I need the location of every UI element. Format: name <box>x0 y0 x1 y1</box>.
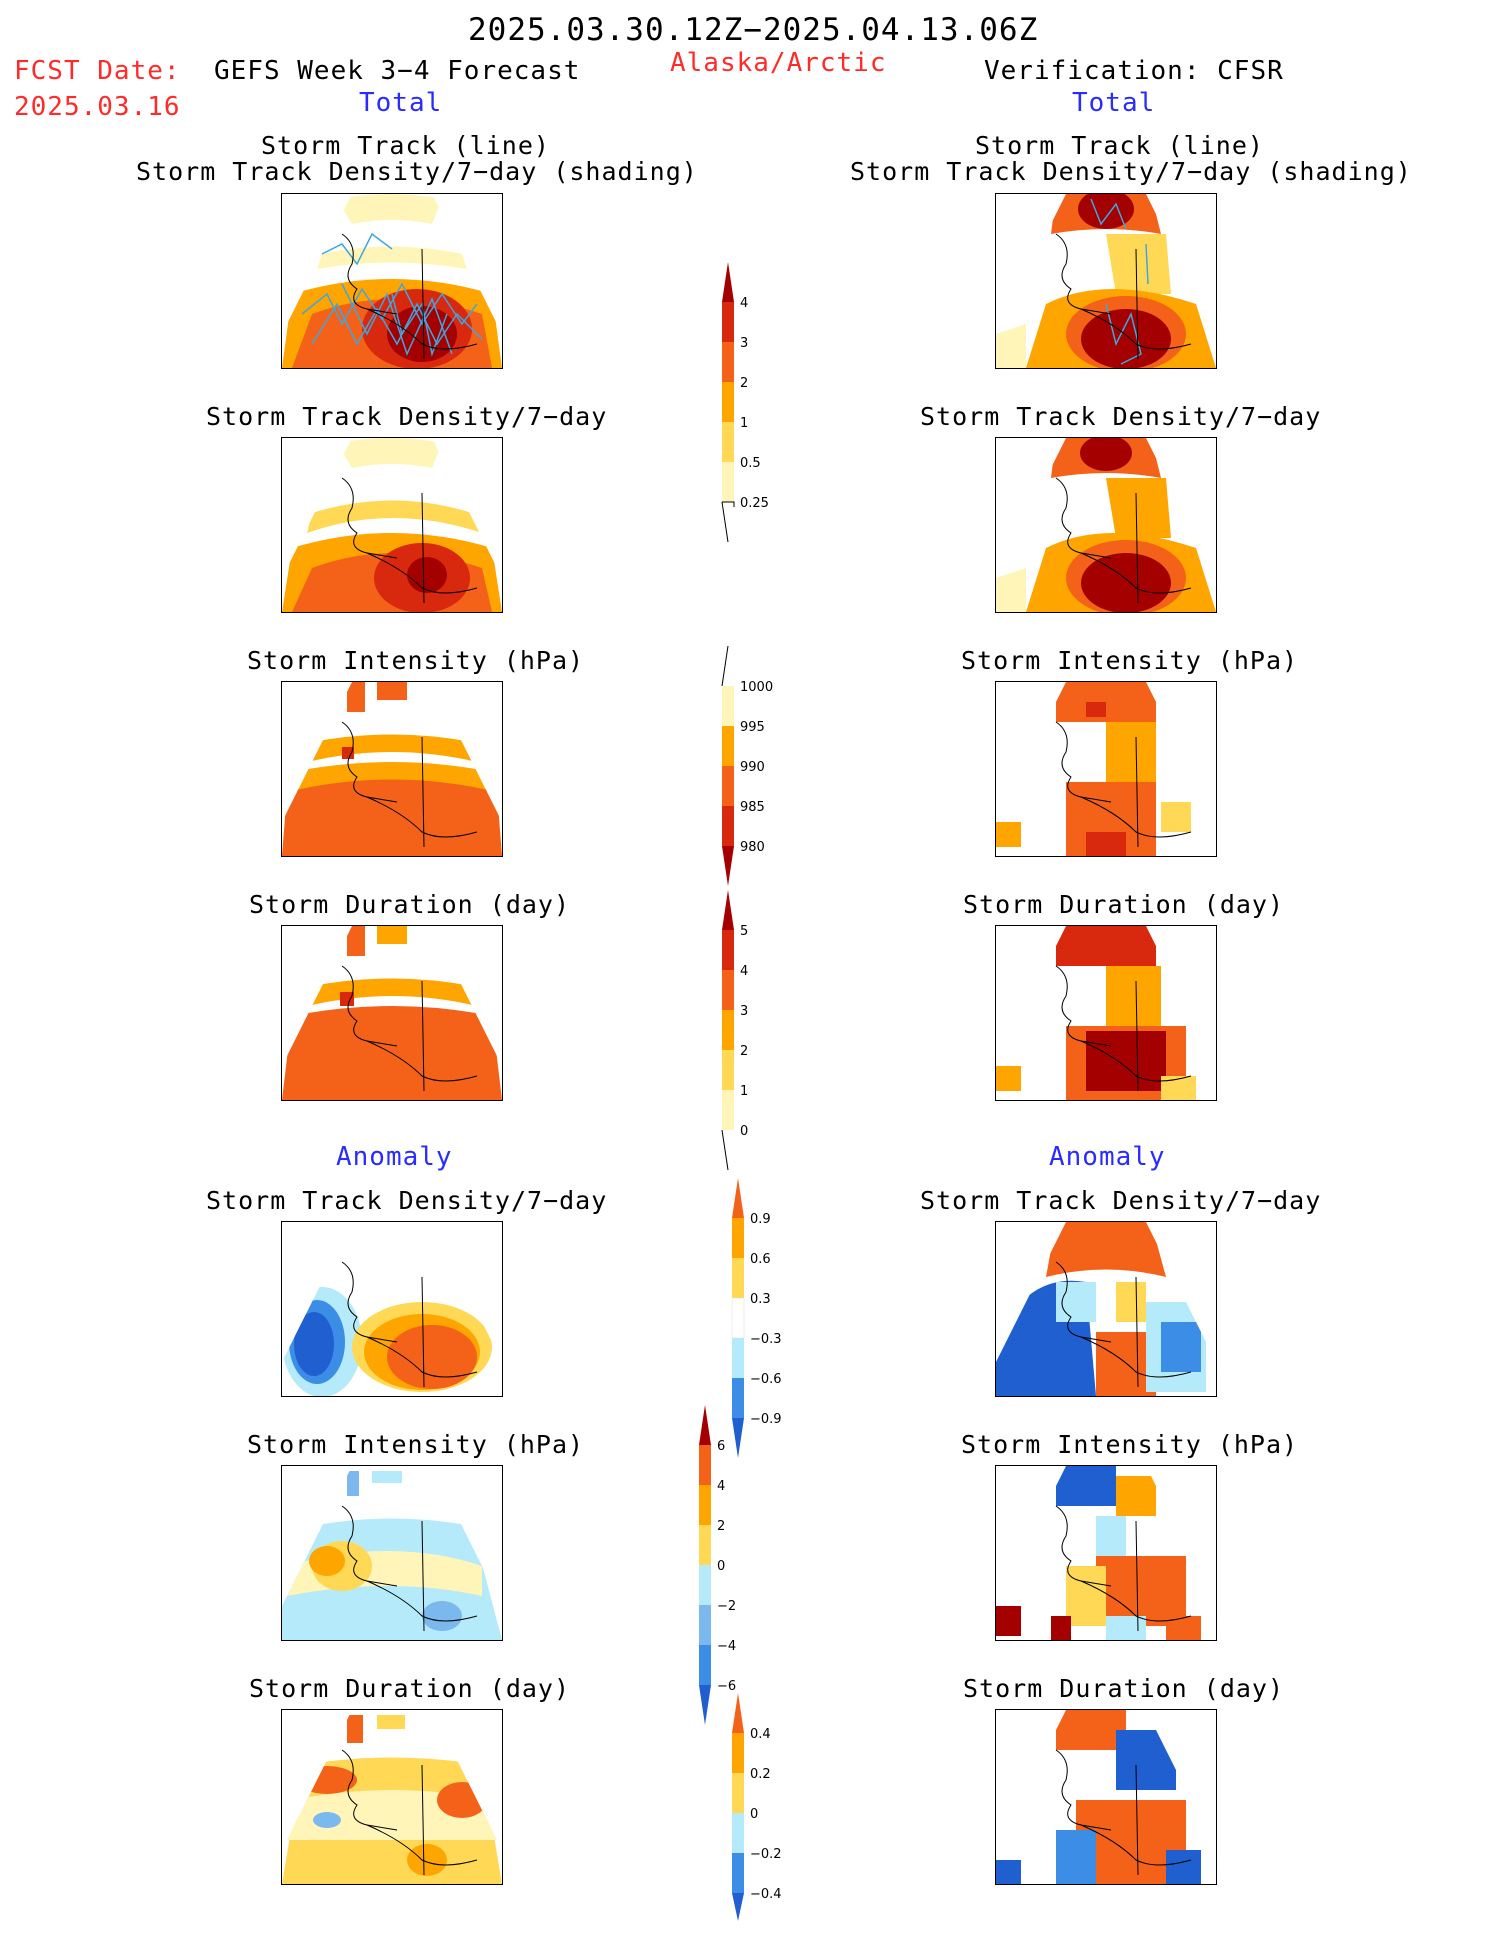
left-anom-duration-title: Storm Duration (day) <box>249 1674 571 1703</box>
right-intensity-map <box>995 681 1217 857</box>
left-anom-density-map <box>281 1221 503 1397</box>
duration-total-tick-4: 2 <box>740 1044 748 1059</box>
right-anom-intensity-map <box>995 1465 1217 1641</box>
left-duration-map <box>281 925 503 1101</box>
intensity-total-tick-4: 985 <box>740 800 765 815</box>
duration-total-tick-3: 3 <box>740 1004 748 1019</box>
intensity-total-colorbar: 1000 995 990 985 980 <box>721 646 773 886</box>
density-anom-tick-1: 0.9 <box>750 1212 771 1227</box>
left-anom-intensity-title: Storm Intensity (hPa) <box>247 1430 585 1459</box>
right-track-line-title: Storm Track (line) <box>975 131 1264 160</box>
density-total-tick-6: 0.25 <box>740 496 769 511</box>
intensity-anom-tick-2: 4 <box>717 1479 725 1494</box>
right-anom-duration-title: Storm Duration (day) <box>963 1674 1285 1703</box>
duration-anom-tick-3: 0 <box>750 1807 758 1822</box>
left-intensity-map <box>281 681 503 857</box>
intensity-anom-tick-5: −2 <box>717 1599 736 1614</box>
right-density-map <box>995 437 1217 613</box>
left-track-line-title: Storm Track (line) <box>261 131 550 160</box>
verification-title: Verification: CFSR <box>984 56 1284 86</box>
intensity-anom-tick-7: −6 <box>717 1679 736 1694</box>
right-density-title: Storm Track Density/7−day <box>920 402 1322 431</box>
intensity-anom-tick-3: 2 <box>717 1519 725 1534</box>
fcst-date-value: 2025.03.16 <box>14 92 181 122</box>
left-density-map <box>281 437 503 613</box>
intensity-total-tick-3: 990 <box>740 760 765 775</box>
intensity-total-tick-1: 1000 <box>740 680 773 695</box>
left-anomaly-label: Anomaly <box>336 1142 453 1172</box>
intensity-anom-tick-4: 0 <box>717 1559 725 1574</box>
region-title: Alaska/Arctic <box>670 48 887 78</box>
right-anomaly-label: Anomaly <box>1049 1142 1166 1172</box>
period-title: 2025.03.30.12Z−2025.04.13.06Z <box>468 12 1039 48</box>
duration-total-tick-6: 0 <box>740 1124 748 1139</box>
duration-anom-tick-2: 0.2 <box>750 1767 771 1782</box>
density-total-tick-5: 0.5 <box>740 456 761 471</box>
left-track-map <box>281 193 503 369</box>
left-density-title: Storm Track Density/7−day <box>206 402 608 431</box>
right-intensity-title: Storm Intensity (hPa) <box>961 646 1299 675</box>
intensity-total-tick-5: 980 <box>740 840 765 855</box>
right-duration-map <box>995 925 1217 1101</box>
left-intensity-title: Storm Intensity (hPa) <box>247 646 585 675</box>
left-anom-intensity-map <box>281 1465 503 1641</box>
right-track-map <box>995 193 1217 369</box>
left-anom-density-title: Storm Track Density/7−day <box>206 1186 608 1215</box>
duration-anom-tick-5: −0.4 <box>750 1887 782 1902</box>
model-title: GEFS Week 3−4 Forecast <box>214 56 581 86</box>
intensity-anom-tick-1: 6 <box>717 1439 725 1454</box>
intensity-total-tick-2: 995 <box>740 720 765 735</box>
right-anom-duration-map <box>995 1709 1217 1885</box>
density-total-tick-1: 4 <box>740 296 748 311</box>
density-total-tick-3: 2 <box>740 376 748 391</box>
duration-total-tick-2: 4 <box>740 964 748 979</box>
left-track-shading-title: Storm Track Density/7−day (shading) <box>136 157 698 186</box>
right-duration-title: Storm Duration (day) <box>963 890 1285 919</box>
intensity-anom-colorbar: 6 4 2 0 −2 −4 −6 <box>699 1405 736 1725</box>
density-anom-tick-3: 0.3 <box>750 1292 771 1307</box>
intensity-anom-tick-6: −4 <box>717 1639 736 1654</box>
right-anom-density-map <box>995 1221 1217 1397</box>
density-anom-tick-4: −0.3 <box>750 1332 782 1347</box>
right-total-label: Total <box>1072 88 1156 118</box>
density-total-colorbar: 4 3 2 1 0.5 0.25 <box>721 262 769 543</box>
density-anom-tick-5: −0.6 <box>750 1372 782 1387</box>
right-track-shading-title: Storm Track Density/7−day (shading) <box>850 157 1412 186</box>
density-total-tick-4: 1 <box>740 416 748 431</box>
right-anom-density-title: Storm Track Density/7−day <box>920 1186 1322 1215</box>
left-duration-title: Storm Duration (day) <box>249 890 571 919</box>
right-anom-intensity-title: Storm Intensity (hPa) <box>961 1430 1299 1459</box>
duration-anom-tick-4: −0.2 <box>750 1847 782 1862</box>
duration-total-tick-1: 5 <box>740 924 748 939</box>
duration-anom-colorbar: 0.4 0.2 0 −0.2 −0.4 <box>732 1693 782 1921</box>
density-anom-colorbar: 0.9 0.6 0.3 −0.3 −0.6 −0.9 <box>731 1178 782 1458</box>
duration-total-tick-5: 1 <box>740 1084 748 1099</box>
left-anom-duration-map <box>281 1709 503 1885</box>
fcst-date-label: FCST Date: <box>14 56 181 86</box>
duration-total-colorbar: 5 4 3 2 1 0 <box>721 890 748 1171</box>
duration-anom-tick-1: 0.4 <box>750 1727 771 1742</box>
left-total-label: Total <box>359 88 443 118</box>
density-anom-tick-6: −0.9 <box>750 1412 782 1427</box>
density-total-tick-2: 3 <box>740 336 748 351</box>
density-anom-tick-2: 0.6 <box>750 1252 771 1267</box>
